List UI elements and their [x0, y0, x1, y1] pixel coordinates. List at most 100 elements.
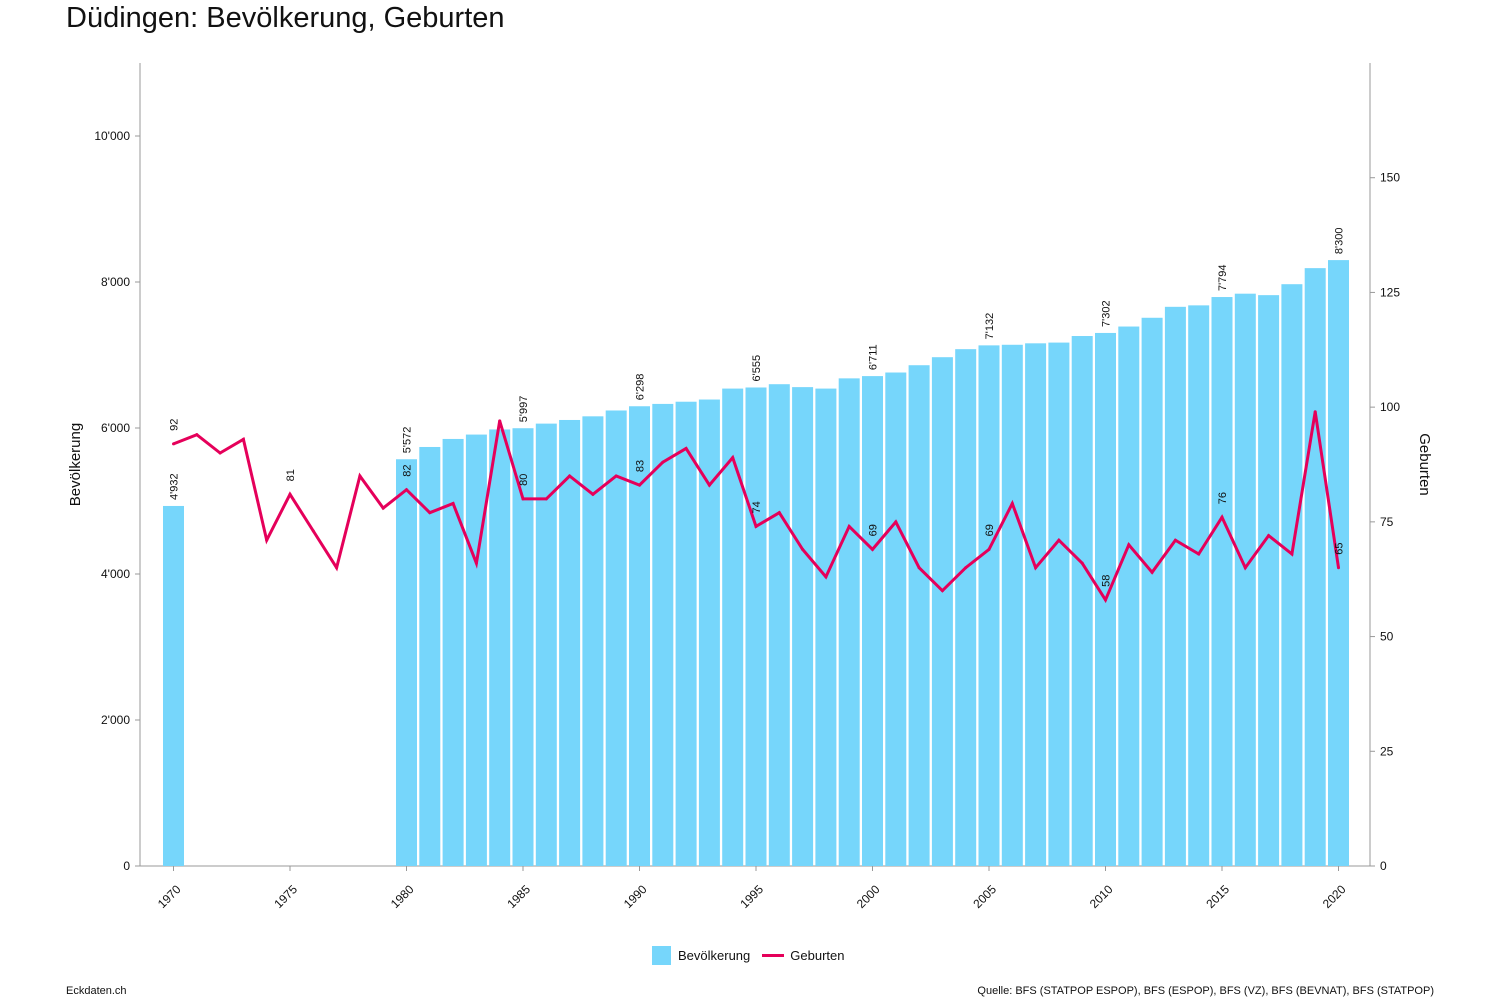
bar-bevoelkerung — [1304, 268, 1326, 866]
line-point-geburten — [964, 566, 968, 570]
x-tick-label: 1985 — [504, 882, 533, 911]
line-point-geburten — [381, 506, 385, 510]
line-point-geburten — [777, 511, 781, 515]
bar-data-label: 8'300 — [1334, 228, 1346, 255]
line-point-geburten — [241, 437, 245, 441]
line-point-geburten — [684, 446, 688, 450]
bar-bevoelkerung — [629, 406, 650, 866]
line-point-geburten — [544, 497, 548, 501]
legend-label-geburten: Geburten — [790, 948, 845, 963]
y-tick-label-right: 0 — [1380, 859, 1387, 873]
legend-swatch-geburten — [762, 954, 785, 957]
line-point-geburten — [1104, 598, 1107, 602]
bar-data-label: 5'997 — [518, 396, 530, 423]
bar-bevoelkerung — [1071, 336, 1093, 866]
y-tick-label-right: 50 — [1380, 630, 1394, 644]
line-point-geburten — [1010, 502, 1014, 506]
bar-data-label: 5'572 — [402, 427, 414, 454]
legend-label-bevoelkerung: Bevölkerung — [678, 948, 751, 963]
line-point-geburten — [987, 547, 991, 551]
bar-bevoelkerung — [559, 419, 581, 866]
line-data-label: 82 — [402, 464, 414, 476]
y-tick-label-right: 150 — [1380, 171, 1400, 185]
line-point-geburten — [172, 442, 175, 446]
legend-swatch-bevoelkerung — [652, 946, 671, 965]
x-tick-label: 1970 — [155, 882, 184, 911]
bar-bevoelkerung — [1234, 293, 1256, 866]
bar-bevoelkerung — [768, 384, 790, 866]
line-data-label: 69 — [984, 524, 996, 536]
footer-source: Quelle: BFS (STATPOP ESPOP), BFS (ESPOP)… — [977, 985, 1434, 997]
bar-bevoelkerung — [698, 399, 720, 866]
y-tick-label-left: 2'000 — [101, 713, 130, 727]
line-point-geburten — [614, 474, 618, 478]
line-point-geburten — [940, 589, 944, 593]
bar-bevoelkerung — [489, 429, 511, 866]
bar-bevoelkerung — [396, 459, 417, 866]
line-data-label: 81 — [285, 469, 297, 481]
line-point-geburten — [894, 520, 898, 524]
line-data-label: 69 — [868, 524, 880, 536]
x-tick-label: 1975 — [271, 882, 300, 911]
bar-data-label: 6'711 — [868, 344, 880, 370]
bar-bevoelkerung — [163, 505, 184, 866]
y-tick-label-right: 25 — [1380, 744, 1394, 758]
line-data-label: 92 — [169, 419, 181, 431]
bar-bevoelkerung — [815, 388, 837, 866]
line-point-geburten — [1290, 552, 1294, 556]
line-data-label: 58 — [1101, 575, 1113, 587]
y-tick-label-left: 6'000 — [101, 421, 130, 435]
line-data-label: 83 — [635, 460, 647, 472]
bar-bevoelkerung — [908, 365, 930, 866]
line-data-label: 76 — [1217, 492, 1229, 504]
y-tick-label-right: 125 — [1380, 285, 1400, 299]
line-point-geburten — [1150, 570, 1154, 574]
bar-bevoelkerung — [931, 357, 953, 866]
line-point-geburten — [405, 488, 408, 492]
x-tick-label: 2015 — [1203, 882, 1232, 911]
bar-data-label: 6'555 — [751, 355, 763, 382]
bar-data-label: 6'298 — [635, 374, 647, 401]
line-point-geburten — [1034, 566, 1038, 570]
line-point-geburten — [1337, 566, 1340, 570]
bar-bevoelkerung — [512, 428, 534, 866]
line-point-geburten — [474, 561, 478, 565]
line-point-geburten — [1267, 534, 1271, 538]
y-axis-title-right: Geburten — [1416, 433, 1433, 496]
line-point-geburten — [498, 419, 502, 423]
line-point-geburten — [1197, 552, 1201, 556]
x-tick-label: 1980 — [388, 882, 417, 911]
line-point-geburten — [754, 524, 758, 528]
line-point-geburten — [265, 538, 269, 542]
bar-bevoelkerung — [1164, 306, 1186, 866]
bar-data-label: 7'302 — [1101, 300, 1113, 327]
bar-bevoelkerung — [652, 403, 674, 866]
y-tick-label-right: 100 — [1380, 400, 1400, 414]
bar-bevoelkerung — [1141, 317, 1163, 866]
line-point-geburten — [568, 474, 572, 478]
bar-bevoelkerung — [838, 378, 860, 866]
line-point-geburten — [1057, 538, 1061, 542]
line-point-geburten — [218, 451, 222, 455]
bar-bevoelkerung — [1001, 344, 1023, 866]
line-point-geburten — [428, 511, 432, 515]
legend: Bevölkerung Geburten — [652, 946, 844, 965]
bar-data-label: 7'132 — [984, 313, 996, 340]
x-tick-label: 2000 — [854, 882, 883, 911]
line-point-geburten — [917, 566, 921, 570]
bar-bevoelkerung — [1281, 284, 1303, 866]
x-tick-label: 1990 — [621, 882, 650, 911]
bar-bevoelkerung — [1118, 326, 1140, 866]
bar-bevoelkerung — [442, 438, 464, 866]
line-point-geburten — [661, 460, 665, 464]
bar-data-label: 4'932 — [169, 473, 181, 500]
line-point-geburten — [1220, 515, 1224, 519]
line-point-geburten — [1080, 561, 1084, 565]
line-point-geburten — [731, 456, 735, 460]
line-data-label: 80 — [518, 474, 530, 486]
bar-bevoelkerung — [419, 446, 441, 866]
bar-bevoelkerung — [605, 410, 627, 866]
x-tick-label: 2005 — [970, 882, 999, 911]
bar-bevoelkerung — [1258, 295, 1280, 866]
y-tick-label-left: 10'000 — [94, 129, 130, 143]
